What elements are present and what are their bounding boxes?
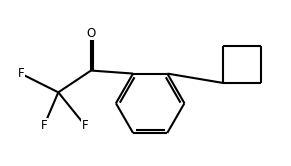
Text: F: F [18,67,24,80]
Text: F: F [41,119,48,131]
Text: F: F [81,119,88,131]
Text: O: O [86,27,96,40]
